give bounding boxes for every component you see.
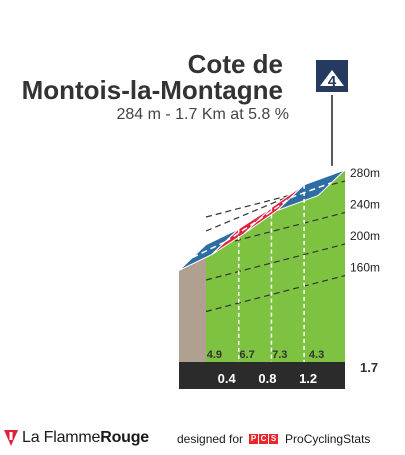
km-tick-label: 0.8: [258, 371, 276, 386]
logo-prefix: La Flamme: [22, 429, 101, 446]
chart-title-line2: Montois-la-Montagne: [21, 75, 283, 105]
road-centerline: [290, 182, 332, 199]
gridline: [205, 274, 346, 313]
elevation-profile-chart: 4.9 6.7 7.3 4.3 0.4 0.8 1.2 1.7 160m 200m 240m 280m…: [178, 60, 380, 389]
flamme-rouge-icon: [4, 430, 18, 446]
y-tick-label: 240m: [350, 198, 380, 212]
road-centerline: [224, 219, 259, 243]
category-number: 4: [328, 73, 337, 90]
chart-title: Cote de: [187, 49, 283, 79]
y-tick-label: 160m: [350, 261, 380, 275]
gradient-label: 4.9: [207, 349, 222, 361]
gradient-label: 6.7: [239, 349, 254, 361]
km-tick-label: 1.2: [299, 371, 317, 386]
gradient-label: 7.3: [272, 349, 287, 361]
gradient-label: 4.3: [309, 349, 324, 361]
la-flamme-rouge-logo: La FlammeRouge: [4, 429, 149, 447]
gridline: [205, 180, 346, 218]
pcs-letter: S: [269, 434, 279, 444]
pcs-letter: P: [249, 434, 259, 444]
logo-text: La FlammeRouge: [22, 429, 149, 447]
road-centerline: [257, 197, 292, 222]
y-tick-label: 200m: [350, 229, 380, 243]
credit-text: designed for: [177, 432, 244, 446]
pcs-logo-icon: P C S: [249, 434, 279, 444]
logo-suffix: Rouge: [100, 429, 150, 446]
y-tick-label: 280m: [350, 166, 380, 180]
mountain-icon: [320, 70, 344, 86]
credit-line: designed for P C S ProCyclingStats: [177, 432, 370, 446]
chart-subtitle: 284 m - 1.7 Km at 5.8 %: [116, 106, 289, 123]
profile-side: [179, 244, 206, 362]
km-tick-label: 0.4: [218, 371, 237, 386]
road-centerline: [192, 241, 226, 259]
profile-area: [206, 169, 345, 362]
pcs-letter: C: [259, 434, 269, 444]
km-total-label: 1.7: [360, 360, 378, 375]
gridline: [205, 243, 346, 281]
pcs-name: ProCyclingStats: [285, 432, 371, 446]
km-axis-band: [179, 362, 345, 389]
